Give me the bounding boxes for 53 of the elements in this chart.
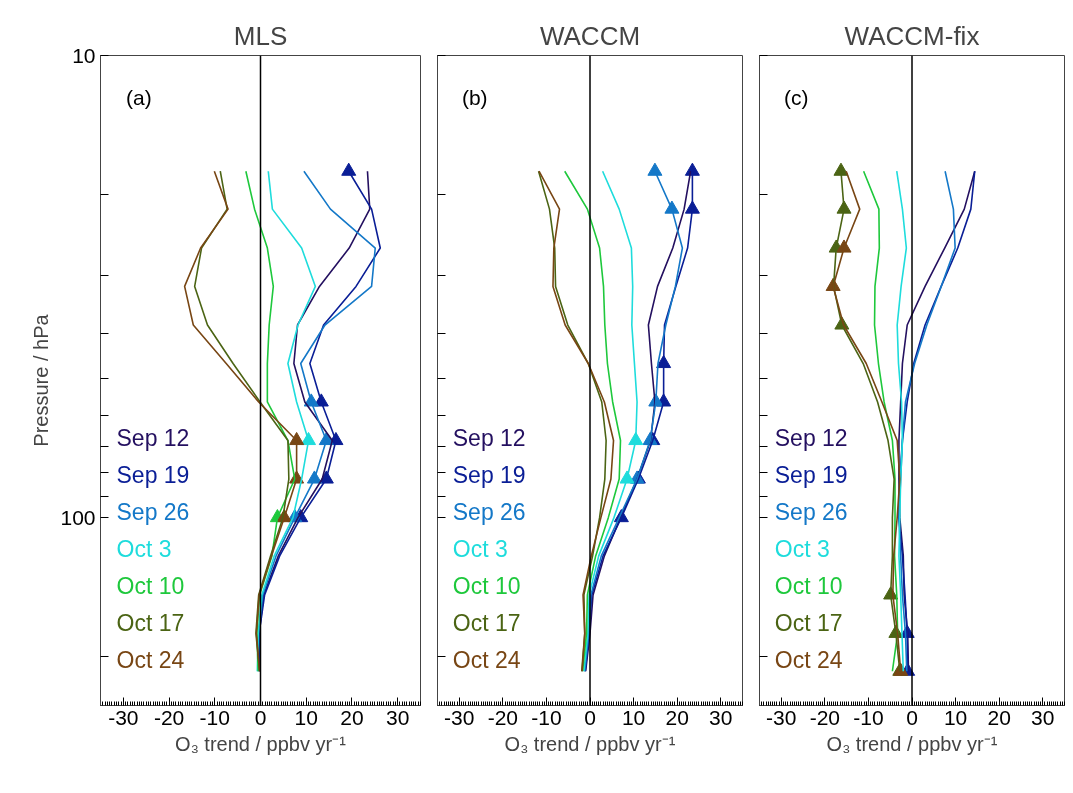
x-tick-label: -20 bbox=[809, 705, 841, 729]
text: Sep 19 bbox=[774, 461, 848, 488]
x-tick-label: -10 bbox=[199, 705, 230, 729]
x-tick-label: 10 bbox=[294, 705, 318, 729]
x-tick-label: -10 bbox=[531, 705, 562, 729]
text: Oct 17 bbox=[774, 609, 843, 636]
text: Sep 19 bbox=[116, 461, 190, 488]
text: Oct 24 bbox=[774, 647, 843, 673]
text: Sep 12 bbox=[452, 424, 526, 451]
annotation: (b) bbox=[461, 86, 488, 110]
chart-title: WACCM bbox=[539, 20, 641, 51]
text: Sep 26 bbox=[452, 498, 526, 525]
x-axis-title: O₃ trend / ppbv yr⁻¹ bbox=[504, 732, 676, 755]
annotation: (c) bbox=[783, 86, 809, 110]
text: Oct 3 bbox=[116, 535, 172, 562]
x-tick-label: 10 bbox=[621, 705, 646, 729]
x-tick-label: -10 bbox=[853, 705, 884, 729]
x-axis-title: O₃ trend / ppbv yr⁻¹ bbox=[175, 732, 347, 755]
text: Sep 12 bbox=[116, 424, 190, 451]
text: Sep 26 bbox=[774, 498, 848, 525]
x-tick-label: -20 bbox=[487, 705, 519, 729]
text: Oct 10 bbox=[774, 572, 843, 599]
y-axis-title: Pressure / hPa bbox=[30, 313, 53, 447]
text: Oct 24 bbox=[116, 647, 185, 673]
text: Sep 19 bbox=[452, 461, 526, 488]
chart-title: MLS bbox=[233, 20, 288, 51]
text: Oct 3 bbox=[774, 535, 830, 562]
annotation: (a) bbox=[126, 86, 152, 110]
x-tick-label: 0 bbox=[254, 705, 267, 729]
x-tick-label: -20 bbox=[153, 705, 185, 729]
text: Oct 3 bbox=[452, 535, 508, 562]
x-tick-label: -30 bbox=[766, 705, 797, 729]
x-tick-label: 30 bbox=[1031, 705, 1055, 729]
x-tick-label: 30 bbox=[385, 705, 410, 729]
x-tick-label: 20 bbox=[340, 705, 364, 729]
x-tick-label: 30 bbox=[709, 705, 733, 729]
text: Sep 26 bbox=[116, 498, 190, 525]
text: Oct 17 bbox=[452, 609, 521, 636]
x-tick-label: -30 bbox=[108, 705, 139, 729]
x-tick-label: -30 bbox=[444, 705, 475, 729]
text: Oct 10 bbox=[116, 572, 185, 599]
text: Sep 12 bbox=[774, 424, 848, 451]
x-tick-label: 10 bbox=[943, 705, 968, 729]
x-axis-title: O₃ trend / ppbv yr⁻¹ bbox=[826, 732, 998, 755]
y-tick-label: 100 bbox=[60, 505, 96, 529]
x-tick-label: 20 bbox=[665, 705, 689, 729]
x-tick-label: 0 bbox=[906, 705, 918, 729]
text: Oct 24 bbox=[452, 647, 521, 673]
chart-title: WACCM-fix bbox=[844, 20, 980, 51]
x-tick-label: 20 bbox=[987, 705, 1011, 729]
text: Oct 10 bbox=[452, 572, 521, 599]
text: Oct 17 bbox=[116, 609, 185, 636]
x-tick-label: 0 bbox=[584, 705, 596, 729]
